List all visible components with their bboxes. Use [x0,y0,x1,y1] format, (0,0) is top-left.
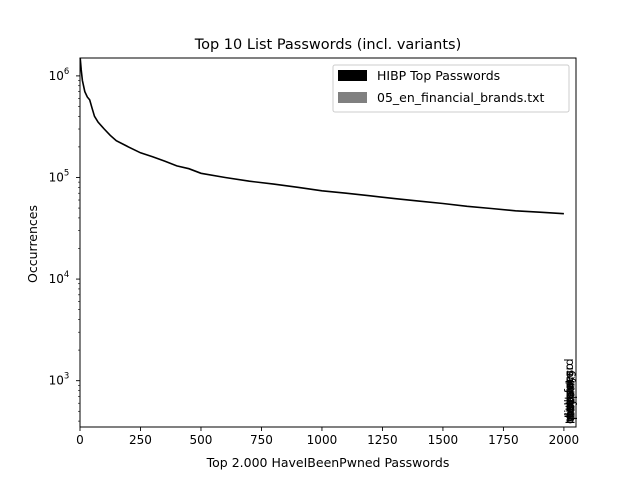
chart-title: Top 10 List Passwords (incl. variants) [194,37,462,53]
x-tick-label: 0 [76,433,84,447]
y-tick-label: 106 [49,67,70,83]
brand-label: paypal [564,381,578,420]
brand-label: discover [562,371,576,420]
plot-frame [79,57,577,428]
x-tick-label: 1500 [428,433,459,447]
x-tick-label: 1750 [488,433,519,447]
brand-label: hsbc [564,397,578,424]
series-line-hibp-top-passwords [79,57,564,215]
brand-label: mastercard [562,359,576,425]
brand-label: citibank [564,376,578,422]
legend-label-financial-brands: 05_en_financial_brands.txt [377,90,545,105]
legend: HIBP Top Passwords 05_en_financial_brand… [332,64,570,113]
legend-swatch-financial-brands [338,92,367,103]
y-tick-label: 103 [49,372,70,388]
brand-label: chase [563,390,577,424]
x-tick-label: 500 [190,433,213,447]
legend-frame [332,64,570,113]
brand-label: visa [563,399,577,422]
x-tick-label: 250 [129,433,152,447]
y-axis-label: Occurrences [25,205,40,283]
y-tick-label: 105 [49,168,70,184]
x-tick-label: 2000 [549,433,580,447]
y-tick-label: 104 [49,270,70,286]
x-tick-label: 1000 [307,433,338,447]
x-axis-label: Top 2.000 HaveIBeenPwned Passwords [206,455,450,470]
x-tick-label: 750 [250,433,273,447]
brand-label: amex [562,386,576,418]
legend-label-hibp: HIBP Top Passwords [377,68,500,83]
legend-swatch-hibp [338,70,367,81]
brand-label: wellsfargo [562,363,576,422]
x-tick-label: 1250 [367,433,398,447]
brand-label: barclays [563,370,577,418]
